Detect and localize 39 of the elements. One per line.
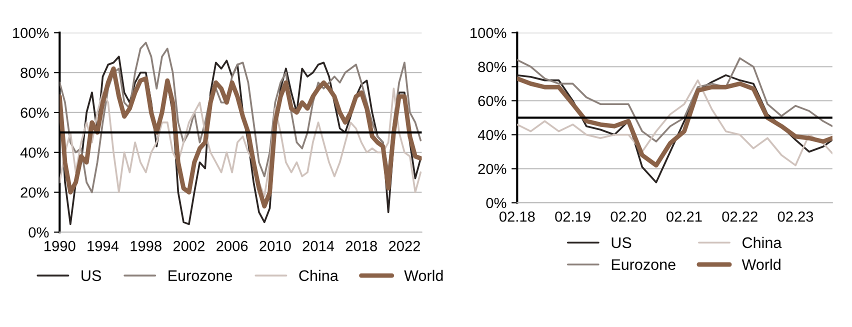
x-tick-label: 02.21 bbox=[666, 211, 702, 222]
x-tick-label: 02.23 bbox=[778, 211, 814, 222]
x-tick-label: 2006 bbox=[216, 240, 248, 252]
y-tick-label: 80% bbox=[478, 62, 506, 72]
x-tick-label: 1990 bbox=[44, 240, 76, 252]
y-tick-label: 0% bbox=[486, 198, 506, 208]
y-tick-label: 40% bbox=[20, 147, 49, 158]
x-tick-label: 2014 bbox=[302, 240, 334, 252]
y-tick-label: 80% bbox=[20, 68, 49, 78]
y-tick-label: 20% bbox=[20, 187, 49, 198]
x-tick-label: 1994 bbox=[88, 240, 119, 252]
legend-label: US bbox=[82, 270, 101, 282]
y-tick-label: 60% bbox=[478, 96, 506, 106]
line-series bbox=[60, 66, 422, 208]
y-tick-label: 0% bbox=[28, 227, 49, 238]
legend-label: World bbox=[404, 270, 443, 282]
x-tick-label: 02.20 bbox=[610, 211, 646, 222]
x-tick-label: 2002 bbox=[173, 240, 204, 252]
line-series bbox=[60, 88, 422, 198]
legend-label: China bbox=[299, 270, 338, 282]
y-tick-label: 60% bbox=[20, 108, 49, 118]
x-tick-label: 02.19 bbox=[555, 211, 590, 222]
x-tick-label: 2018 bbox=[346, 240, 377, 252]
y-tick-label: 100% bbox=[13, 28, 49, 38]
x-tick-label: 02.18 bbox=[499, 211, 535, 222]
y-tick-label: 40% bbox=[478, 130, 506, 140]
y-tick-label: 100% bbox=[470, 28, 506, 38]
line-series bbox=[60, 42, 422, 194]
x-tick-label: 1998 bbox=[130, 240, 162, 252]
legend-label: Eurozone bbox=[612, 259, 676, 270]
x-tick-label: 2022 bbox=[389, 240, 420, 252]
legend-label: Eurozone bbox=[168, 270, 232, 282]
legend-label: US bbox=[612, 237, 632, 248]
y-tick-label: 20% bbox=[478, 164, 506, 174]
legend-label: World bbox=[742, 258, 780, 270]
legend-label: China bbox=[742, 236, 782, 248]
line-series bbox=[517, 57, 832, 142]
x-tick-label: 2010 bbox=[260, 240, 291, 252]
x-tick-label: 02.22 bbox=[722, 211, 758, 222]
